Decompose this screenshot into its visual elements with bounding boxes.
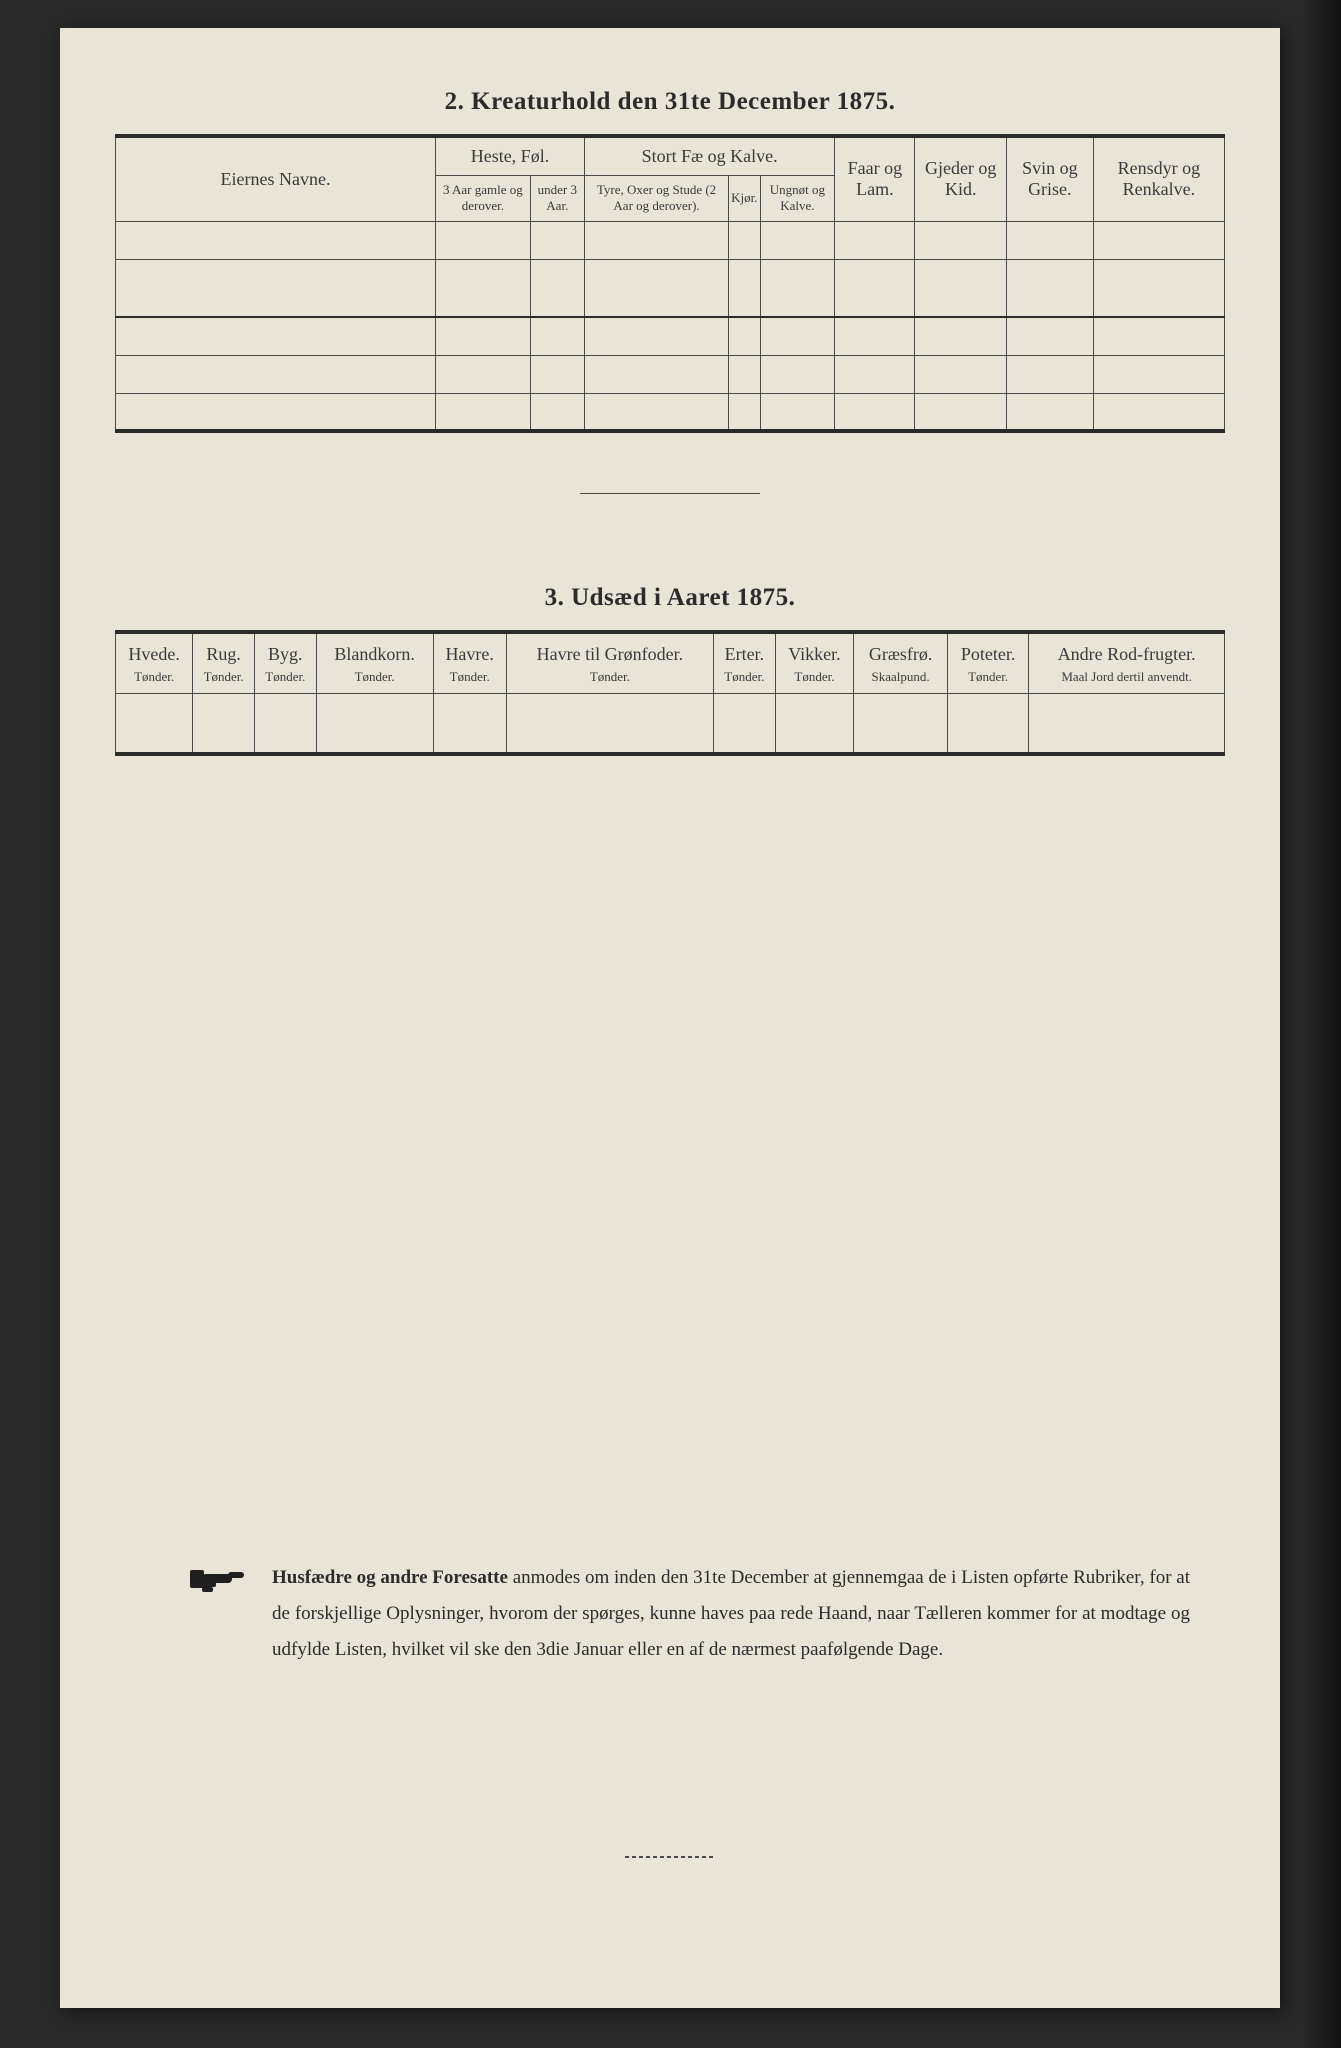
table-row (116, 355, 1225, 393)
section-divider (580, 493, 760, 494)
unit-havre: Tønder. (433, 667, 506, 694)
unit-graesfro: Skaalpund. (854, 667, 948, 694)
table-row (116, 259, 1225, 317)
col-rug: Rug. (193, 632, 255, 667)
col-erter: Erter. (713, 632, 775, 667)
unit-havre-gronfoder: Tønder. (506, 667, 713, 694)
col-havre-gronfoder: Havre til Grønfoder. (506, 632, 713, 667)
table-row (116, 694, 1225, 754)
unit-vikker: Tønder. (775, 667, 854, 694)
table-row (116, 221, 1225, 259)
col-havre: Havre. (433, 632, 506, 667)
closing-ornament (625, 1856, 715, 1858)
scan-edge (1301, 0, 1341, 2048)
col-pigs: Svin og Grise. (1006, 136, 1093, 221)
sowing-table: Hvede. Rug. Byg. Blandkorn. Havre. Havre… (115, 630, 1225, 756)
col-cows: Kjør. (729, 176, 760, 222)
col-goats: Gjeder og Kid. (915, 136, 1006, 221)
footer-lead: Husfædre og andre Foresatte (272, 1567, 508, 1588)
unit-hvede: Tønder. (116, 667, 193, 694)
col-hvede: Hvede. (116, 632, 193, 667)
livestock-table: Eiernes Navne. Heste, Føl. Stort Fæ og K… (115, 134, 1225, 433)
unit-poteter: Tønder. (947, 667, 1028, 694)
col-sheep: Faar og Lam. (835, 136, 915, 221)
col-bulls: Tyre, Oxer og Stude (2 Aar og derover). (584, 176, 728, 222)
col-calves: Ungnøt og Kalve. (760, 176, 835, 222)
col-reindeer: Rensdyr og Renkalve. (1093, 136, 1224, 221)
col-horses-3plus: 3 Aar gamle og derover. (436, 176, 531, 222)
pointing-hand-icon (190, 1562, 246, 1601)
col-horses-under3: under 3 Aar. (530, 176, 584, 222)
col-blandkorn: Blandkorn. (316, 632, 433, 667)
table-row (116, 393, 1225, 431)
col-vikker: Vikker. (775, 632, 854, 667)
col-graesfro: Græsfrø. (854, 632, 948, 667)
table-row (116, 317, 1225, 355)
unit-rug: Tønder. (193, 667, 255, 694)
col-poteter: Poteter. (947, 632, 1028, 667)
unit-byg: Tønder. (254, 667, 316, 694)
unit-erter: Tønder. (713, 667, 775, 694)
group-horses: Heste, Føl. (436, 136, 585, 176)
col-byg: Byg. (254, 632, 316, 667)
section-2-title: 2. Kreaturhold den 31te December 1875. (115, 88, 1225, 116)
unit-blandkorn: Tønder. (316, 667, 433, 694)
section-3-title: 3. Udsæd i Aaret 1875. (115, 584, 1225, 612)
col-rodfrugter: Andre Rod-frugter. (1029, 632, 1225, 667)
document-page: 2. Kreaturhold den 31te December 1875. E… (60, 28, 1280, 2008)
footer-note-text: Husfædre og andre Foresatte anmodes om i… (272, 1560, 1190, 1668)
footer-note: Husfædre og andre Foresatte anmodes om i… (190, 1560, 1190, 1668)
unit-rodfrugter: Maal Jord dertil anvendt. (1029, 667, 1225, 694)
col-owner-name: Eiernes Navne. (116, 136, 436, 221)
group-cattle: Stort Fæ og Kalve. (584, 136, 834, 176)
